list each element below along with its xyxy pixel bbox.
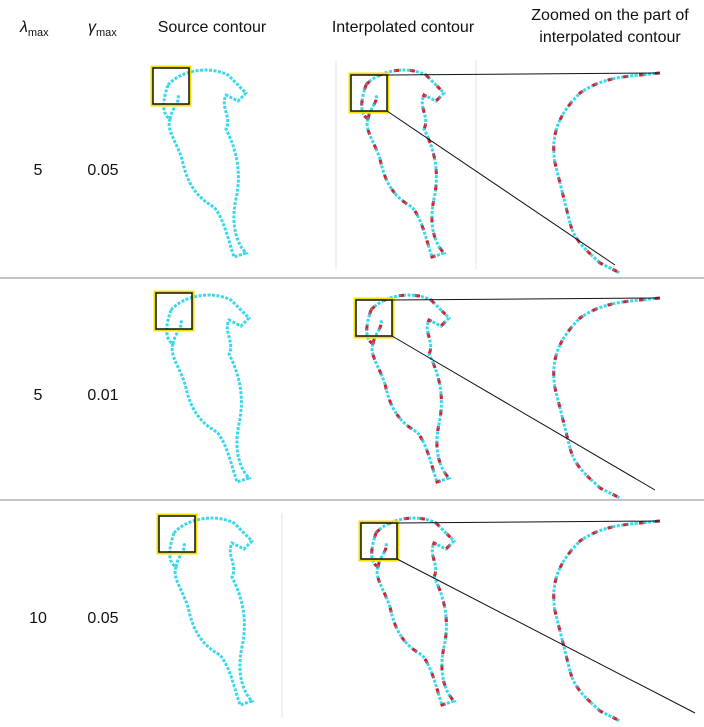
highlight-box — [360, 522, 398, 560]
interpolated-contour — [370, 516, 456, 707]
gamma-value: 0.05 — [87, 162, 118, 179]
interpolated-contour — [365, 294, 450, 483]
source-contour — [168, 516, 254, 707]
gamma-value: 0.01 — [87, 387, 118, 404]
symbol: γ — [88, 19, 97, 36]
zoomed-contour — [552, 520, 661, 722]
header-gamma: γmax — [88, 19, 117, 39]
interpolated-contour — [360, 69, 445, 258]
header-zoomed: interpolated contour — [539, 29, 681, 46]
highlight-box — [355, 299, 393, 337]
highlight-box — [158, 515, 196, 553]
zoom-connector — [391, 335, 656, 491]
zoom-connector — [396, 520, 661, 524]
highlight-box — [152, 67, 190, 105]
interpolated-contour — [360, 68, 446, 259]
highlight-box-outer — [156, 513, 198, 555]
symbol: λ — [19, 19, 28, 36]
source-contour — [162, 68, 248, 259]
interpolated-contour — [365, 293, 451, 484]
header-source: Source contour — [158, 19, 267, 36]
subscript: max — [96, 27, 117, 39]
lambda-value: 5 — [34, 387, 43, 404]
highlight-box-outer — [150, 65, 192, 107]
zoomed-contour — [552, 297, 661, 499]
source-contour — [165, 293, 251, 484]
highlight-box-outer — [153, 290, 195, 332]
header-interpolated: Interpolated contour — [332, 19, 475, 36]
zoomed-contour — [552, 72, 661, 274]
interpolated-contour — [365, 293, 451, 484]
highlight-box-outer — [348, 72, 390, 114]
header-zoomed: Zoomed on the part of — [531, 7, 689, 24]
highlight-box — [155, 292, 193, 330]
zoom-connector — [396, 558, 696, 714]
header-lambda: λmax — [19, 19, 49, 39]
interpolated-contour — [360, 68, 446, 259]
gamma-value: 0.05 — [87, 610, 118, 627]
zoom-connector — [391, 297, 661, 301]
lambda-value: 5 — [34, 162, 43, 179]
highlight-box — [350, 74, 388, 112]
interpolated-contour — [370, 516, 456, 707]
highlight-box-outer — [353, 297, 395, 339]
interpolated-contour — [370, 517, 455, 706]
zoom-connector — [386, 110, 616, 266]
lambda-value: 10 — [29, 610, 47, 627]
highlight-box-outer — [358, 520, 400, 562]
subscript: max — [28, 27, 49, 39]
zoom-connector — [386, 72, 661, 76]
